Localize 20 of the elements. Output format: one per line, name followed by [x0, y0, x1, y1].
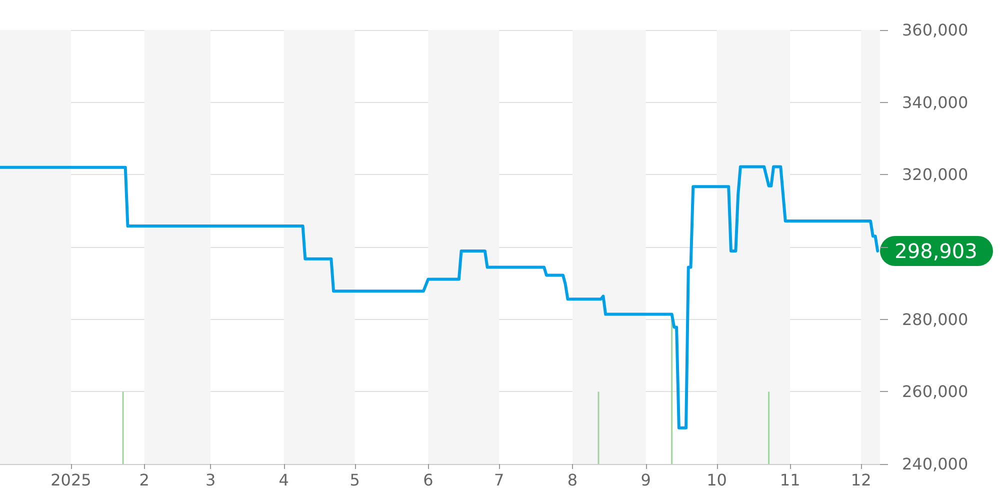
x-tick-label: 2 — [139, 470, 150, 490]
x-tick-label: 2025 — [50, 470, 92, 490]
y-tick-label: 320,000 — [902, 165, 968, 184]
x-tick-label: 4 — [278, 470, 289, 490]
x-tick-label: 11 — [780, 470, 800, 490]
y-tick-label: 280,000 — [902, 310, 968, 329]
x-tick-label: 6 — [423, 470, 434, 490]
y-tick-label: 360,000 — [902, 20, 968, 40]
x-tick-label: 5 — [350, 470, 360, 490]
x-tick-label: 3 — [205, 470, 216, 490]
annotation: 298,903 — [894, 238, 978, 263]
y-tick-label: 240,000 — [902, 454, 968, 474]
x-tick-label: 12 — [850, 470, 872, 490]
y-tick-label: 340,000 — [902, 92, 968, 112]
x-tick-label: 9 — [640, 470, 651, 490]
x-tick-label: 10 — [706, 470, 727, 490]
x-tick-label: 7 — [494, 470, 504, 490]
line-series — [0, 165, 880, 430]
x-tick-label: 8 — [567, 470, 578, 490]
y-tick-label: 260,000 — [902, 382, 968, 402]
